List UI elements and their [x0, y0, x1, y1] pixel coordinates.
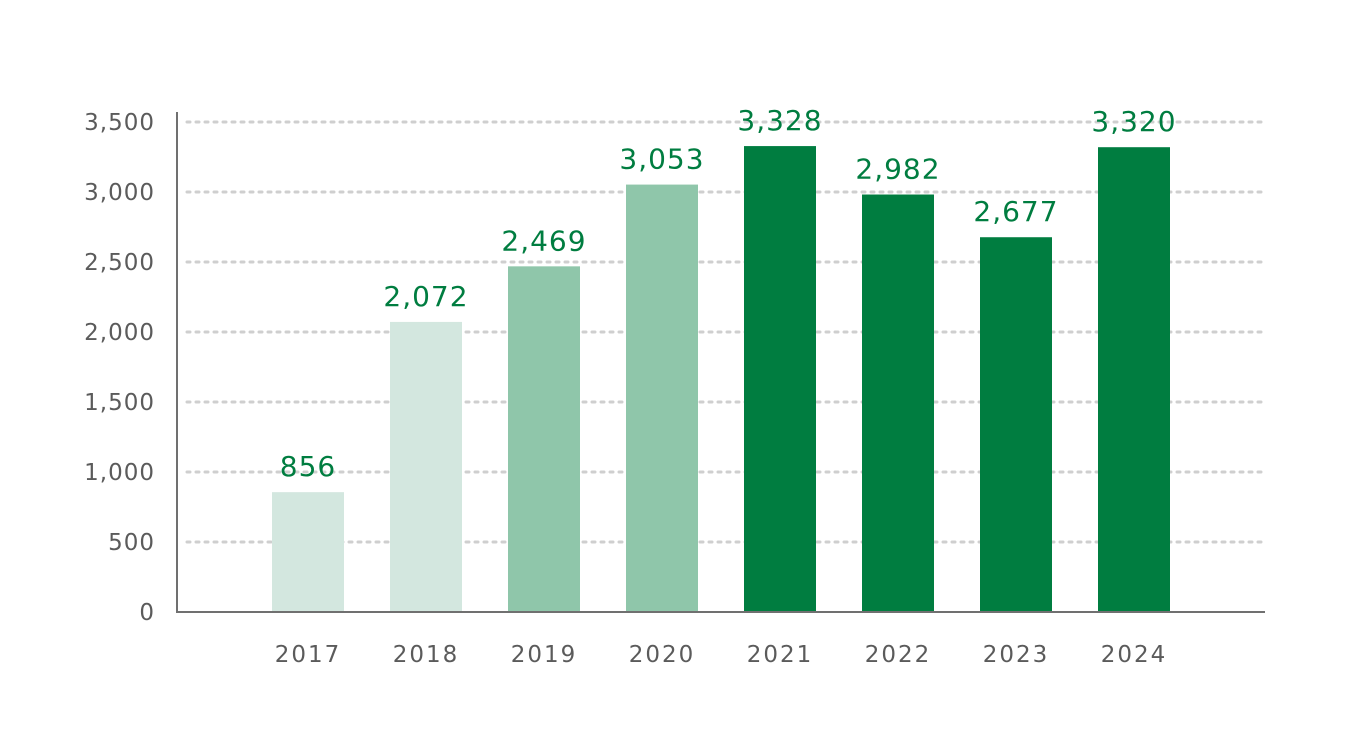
y-tick-label: 3,500: [84, 110, 155, 136]
bar-2024: [1098, 147, 1170, 612]
y-tick-label: 1,000: [84, 460, 155, 486]
data-label: 2,469: [501, 224, 586, 257]
bar-2018: [390, 321, 462, 612]
y-tick-label: 1,500: [84, 390, 155, 416]
bar-2017: [272, 492, 344, 612]
bar-2020: [626, 184, 698, 612]
x-tick-label: 2019: [511, 642, 578, 668]
data-label: 856: [280, 450, 336, 483]
x-tick-label: 2024: [1101, 642, 1168, 668]
data-label: 3,053: [619, 143, 704, 176]
bar-2022: [862, 194, 934, 612]
y-axis-ticks: 0 500 1,000 1,500 2,000 2,500 3,000 3,500: [84, 110, 155, 626]
x-tick-label: 2020: [629, 642, 696, 668]
data-labels: 856 2,072 2,469 3,053 3,328 2,982 2,677 3,320: [280, 104, 1176, 483]
bar-2019: [508, 266, 580, 612]
x-tick-label: 2022: [865, 642, 932, 668]
x-tick-label: 2021: [747, 642, 814, 668]
data-label: 3,320: [1091, 105, 1176, 138]
x-tick-label: 2023: [983, 642, 1050, 668]
gridlines: [185, 120, 1267, 544]
data-label: 2,677: [973, 195, 1058, 228]
bars: [272, 146, 1170, 612]
data-label: 3,328: [737, 104, 822, 137]
y-tick-label: 500: [108, 530, 155, 556]
bar-2023: [980, 237, 1052, 612]
y-tick-label: 3,000: [84, 180, 155, 206]
y-tick-label: 2,500: [84, 250, 155, 276]
x-tick-label: 2018: [393, 642, 460, 668]
data-label: 2,982: [855, 153, 940, 186]
y-tick-label: 0: [139, 600, 155, 626]
x-tick-label: 2017: [275, 642, 342, 668]
x-axis-ticks: 2017 2018 2019 2020 2021 2022 2023 2024: [275, 642, 1168, 668]
y-tick-label: 2,000: [84, 320, 155, 346]
data-label: 2,072: [383, 280, 468, 313]
bar-2021: [744, 146, 816, 612]
